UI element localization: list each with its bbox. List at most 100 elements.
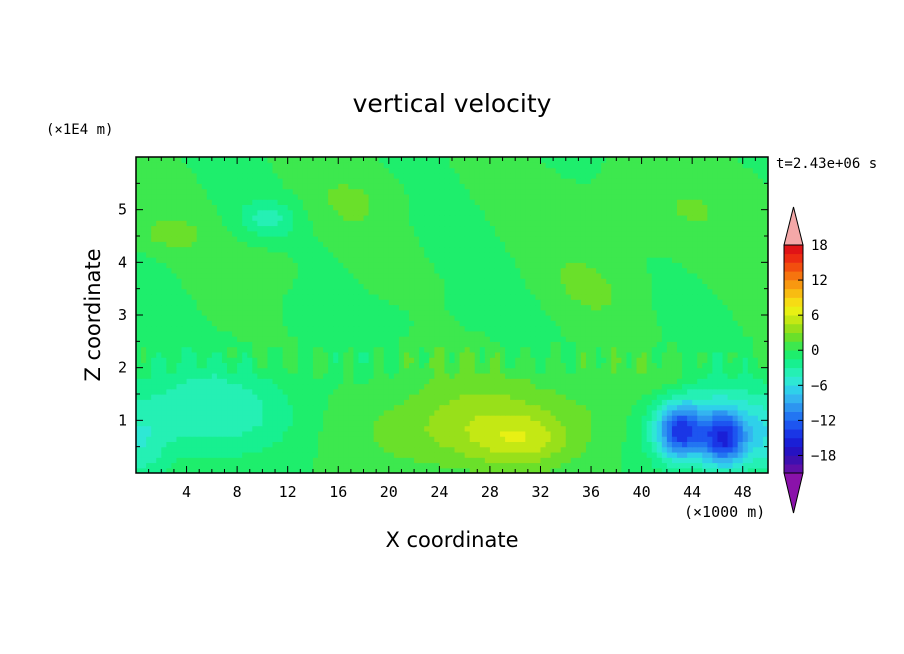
- field-cell: [687, 330, 693, 337]
- field-cell: [606, 436, 612, 442]
- field-cell: [550, 378, 557, 385]
- field-cell: [196, 430, 203, 437]
- field-cell: [545, 278, 552, 284]
- field-cell: [434, 467, 440, 473]
- field-cell: [201, 293, 208, 300]
- field-cell: [398, 336, 405, 342]
- field-cell: [166, 293, 172, 300]
- field-cell: [540, 462, 547, 469]
- field-cell: [292, 436, 299, 442]
- field-cell: [666, 357, 673, 363]
- field-cell: [353, 404, 360, 411]
- field-cell: [474, 341, 481, 348]
- field-cell: [540, 336, 547, 342]
- field-cell: [671, 320, 678, 327]
- field-cell: [439, 278, 446, 284]
- field-cell: [176, 267, 183, 274]
- chart-title: vertical velocity: [353, 89, 552, 118]
- field-cell: [580, 320, 587, 327]
- field-cell: [545, 320, 552, 327]
- field-cell: [737, 325, 744, 332]
- field-cell: [388, 378, 395, 385]
- field-cell: [591, 394, 597, 400]
- field-cell: [560, 272, 567, 279]
- field-cell: [697, 357, 703, 363]
- field-cell: [742, 409, 749, 416]
- field-cell: [732, 330, 739, 337]
- field-cell: [752, 441, 759, 448]
- field-cell: [186, 283, 193, 290]
- field-cell: [449, 383, 456, 390]
- field-cell: [227, 372, 233, 379]
- field-cell: [596, 372, 602, 379]
- field-cell: [449, 436, 456, 442]
- field-cell: [272, 346, 279, 353]
- field-cell: [697, 341, 703, 348]
- field-cell: [232, 283, 238, 290]
- field-cell: [196, 315, 203, 321]
- field-cell: [252, 441, 258, 448]
- field-cell: [247, 446, 253, 453]
- field-cell: [525, 457, 531, 464]
- field-cell: [682, 267, 688, 274]
- field-cell: [636, 404, 643, 411]
- field-cell: [191, 404, 198, 411]
- field-cell: [449, 409, 456, 416]
- field-cell: [444, 441, 451, 448]
- field-cell: [358, 415, 365, 421]
- field-cell: [464, 272, 471, 279]
- field-cell: [136, 430, 142, 437]
- field-cell: [146, 404, 152, 411]
- field-cell: [469, 430, 476, 437]
- field-cell: [621, 394, 628, 400]
- field-cell: [419, 467, 425, 473]
- field-cell: [221, 446, 228, 453]
- field-cell: [611, 430, 617, 437]
- field-cell: [469, 394, 476, 400]
- field-cell: [136, 288, 142, 295]
- field-cell: [585, 309, 592, 316]
- field-cell: [651, 420, 658, 427]
- field-cell: [333, 430, 339, 437]
- field-cell: [318, 336, 324, 342]
- field-cell: [191, 372, 198, 379]
- field-cell: [464, 367, 471, 374]
- field-cell: [500, 272, 506, 279]
- field-cell: [358, 404, 365, 411]
- field-cell: [697, 278, 703, 284]
- field-cell: [363, 378, 370, 385]
- field-cell: [444, 330, 451, 337]
- field-cell: [302, 367, 309, 374]
- field-cell: [328, 293, 334, 300]
- field-cell: [221, 394, 228, 400]
- field-cell: [166, 325, 172, 332]
- field-cell: [616, 288, 622, 295]
- field-cell: [454, 304, 461, 311]
- field-cell: [737, 467, 744, 473]
- field-cell: [176, 299, 183, 306]
- field-cell: [570, 272, 577, 279]
- field-cell: [505, 383, 511, 390]
- field-cell: [702, 394, 708, 400]
- field-cell: [419, 346, 425, 353]
- field-cell: [459, 388, 466, 395]
- field-cell: [545, 315, 552, 321]
- field-cell: [307, 315, 314, 321]
- field-cell: [697, 446, 703, 453]
- field-cell: [510, 399, 516, 406]
- field-cell: [585, 293, 592, 300]
- field-cell: [676, 420, 683, 427]
- field-cell: [550, 320, 557, 327]
- field-cell: [297, 436, 304, 442]
- field-cell: [267, 441, 274, 448]
- field-cell: [363, 357, 370, 363]
- field-cell: [530, 372, 537, 379]
- field-cell: [631, 404, 638, 411]
- field-cell: [429, 288, 435, 295]
- field-cell: [550, 462, 557, 469]
- field-cell: [307, 467, 314, 473]
- field-cell: [287, 399, 294, 406]
- field-cell: [621, 336, 628, 342]
- field-cell: [292, 441, 299, 448]
- field-cell: [702, 325, 708, 332]
